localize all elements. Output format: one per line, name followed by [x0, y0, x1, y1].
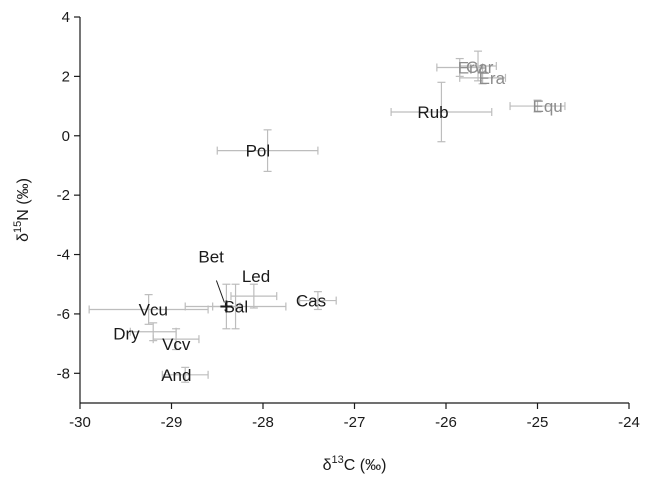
- error-bars: [88, 50, 566, 383]
- x-tick-label: -26: [435, 414, 457, 431]
- x-tick-label: -27: [344, 414, 366, 431]
- y-axis-title: δ15N (‰): [12, 178, 32, 242]
- point-label-erv: Erv: [458, 58, 484, 77]
- point-label-bet: Bet: [198, 248, 224, 267]
- x-tick-label: -29: [161, 414, 183, 431]
- y-tick-label: -4: [57, 247, 70, 264]
- point-label-pol: Pol: [246, 142, 271, 161]
- point-label-car: Car: [466, 58, 494, 77]
- point-label-led: Led: [242, 267, 270, 286]
- point-label-vcu: Vcu: [139, 300, 168, 319]
- point-label-and: And: [161, 366, 191, 385]
- y-axis-title-prefix: δ: [15, 233, 32, 242]
- y-tick-label: -2: [57, 187, 70, 204]
- y-axis-title-suffix: N (‰): [15, 178, 32, 221]
- x-tick-label: -30: [69, 414, 91, 431]
- axes: -30 -29 -28 -27 -26 -25 -24 -8 -6 -4 -2 0 2 4: [57, 9, 640, 431]
- point-label-sal: Sal: [224, 298, 249, 317]
- data-markers: [215, 280, 233, 313]
- point-label-vcv: Vcv: [162, 335, 191, 354]
- y-tick-label: 4: [62, 9, 70, 26]
- y-tick-label: -8: [57, 365, 70, 382]
- point-label-dry: Dry: [113, 325, 140, 344]
- x-tick-label: -24: [618, 414, 640, 431]
- x-axis-title: δ13C (‰): [323, 454, 387, 474]
- x-axis-ticks: -30 -29 -28 -27 -26 -25 -24: [69, 403, 640, 431]
- point-label-era: Era: [479, 69, 506, 88]
- leader-line-bet: [215, 280, 225, 303]
- x-axis-title-prefix: δ: [323, 457, 332, 474]
- point-label-rub: Rub: [417, 103, 448, 122]
- y-tick-label: 0: [62, 128, 70, 145]
- x-tick-label: -25: [527, 414, 549, 431]
- point-label-cas: Cas: [296, 292, 326, 311]
- y-axis-ticks: -8 -6 -4 -2 0 2 4: [57, 9, 80, 382]
- y-tick-label: -6: [57, 306, 70, 323]
- x-tick-label: -28: [252, 414, 274, 431]
- y-tick-label: 2: [62, 68, 70, 85]
- point-label-equ: Equ: [533, 97, 563, 116]
- x-axis-title-superscript: 13: [332, 454, 344, 466]
- y-axis-title-superscript: 15: [12, 221, 24, 233]
- x-axis-title-suffix: C (‰): [344, 457, 387, 474]
